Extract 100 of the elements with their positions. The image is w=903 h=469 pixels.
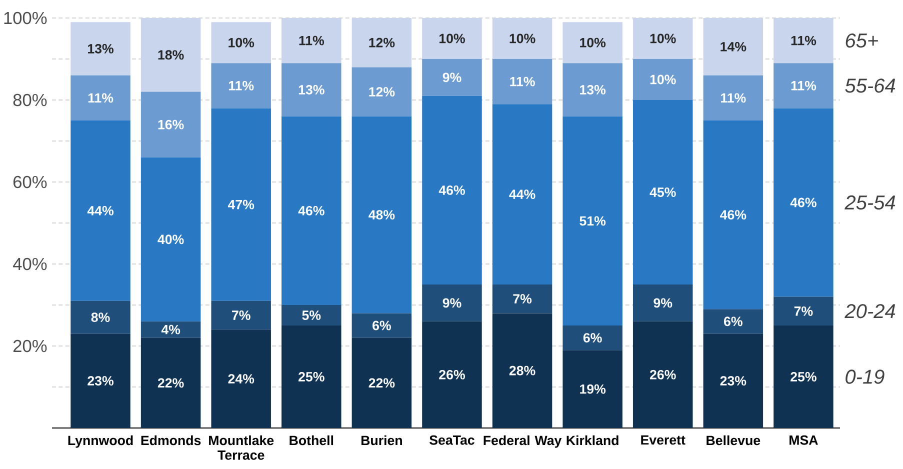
bar xyxy=(140,92,201,158)
data-label: 11% xyxy=(299,36,324,46)
bar xyxy=(632,18,693,59)
bar xyxy=(774,63,834,108)
data-label: 28% xyxy=(509,366,536,376)
data-label: 6% xyxy=(372,320,391,330)
data-label: 46% xyxy=(438,185,465,195)
x-tick-label: Federal Way xyxy=(484,435,562,448)
bar xyxy=(70,300,130,334)
bar xyxy=(211,63,271,108)
bar xyxy=(140,338,201,428)
data-label: 6% xyxy=(583,333,602,343)
data-label: 8% xyxy=(91,312,110,322)
data-label: 10% xyxy=(228,38,254,48)
bar xyxy=(422,321,482,428)
data-label: 11% xyxy=(721,93,746,103)
bar xyxy=(562,63,622,116)
series-label: 55-64 xyxy=(845,78,896,93)
series-label: 20-24 xyxy=(844,304,896,318)
x-tick-label: Bothell xyxy=(290,435,334,446)
bar xyxy=(562,350,622,428)
data-label: 7% xyxy=(513,294,532,304)
bar xyxy=(492,313,552,428)
data-label: 16% xyxy=(158,120,184,130)
bar xyxy=(632,59,693,100)
data-label: 25% xyxy=(790,372,816,382)
data-label: 23% xyxy=(88,376,114,386)
bar xyxy=(352,18,412,68)
bar xyxy=(70,334,130,428)
x-tick-label: Lynnwood xyxy=(68,435,133,448)
data-label: 4% xyxy=(161,324,180,334)
bar xyxy=(632,284,693,322)
y-tick-label: 20% xyxy=(13,340,47,352)
data-label: 44% xyxy=(87,206,114,216)
data-label: 18% xyxy=(158,50,184,60)
data-label: 47% xyxy=(228,200,254,210)
bar xyxy=(352,338,412,428)
bar xyxy=(140,157,201,322)
data-label: 13% xyxy=(88,44,114,54)
data-label: 12% xyxy=(369,38,395,48)
data-label: 22% xyxy=(158,378,184,388)
bar xyxy=(352,116,412,314)
x-tick-label: Mountlake Terrace xyxy=(209,435,274,460)
bar xyxy=(211,330,271,428)
bar xyxy=(774,296,834,326)
data-label: 26% xyxy=(439,370,465,380)
bar xyxy=(282,63,342,116)
data-label: 14% xyxy=(720,42,746,52)
bar xyxy=(422,18,482,59)
bar xyxy=(562,326,622,350)
bar xyxy=(492,18,552,59)
data-label: 7% xyxy=(232,310,250,320)
bar xyxy=(562,22,622,64)
bar xyxy=(352,67,412,116)
bar xyxy=(774,108,834,297)
bar xyxy=(774,326,834,428)
data-label: 46% xyxy=(790,198,816,208)
series-label: 65+ xyxy=(846,33,878,48)
bar xyxy=(703,334,764,428)
bar xyxy=(774,18,834,64)
data-label: 19% xyxy=(580,384,606,394)
data-label: 24% xyxy=(228,374,254,384)
bar xyxy=(422,59,482,96)
data-label: 11% xyxy=(510,76,535,86)
y-tick-label: 80% xyxy=(13,94,47,106)
bar xyxy=(211,300,271,330)
data-label: 46% xyxy=(298,206,324,216)
data-label: 11% xyxy=(791,80,816,90)
bar xyxy=(703,75,764,120)
x-tick-label: Everett xyxy=(641,435,686,445)
bar xyxy=(140,321,201,338)
data-label: 13% xyxy=(298,85,324,94)
data-label: 26% xyxy=(650,370,676,380)
bar xyxy=(282,18,342,64)
data-label: 13% xyxy=(580,85,606,94)
bar xyxy=(562,116,622,326)
data-label: 7% xyxy=(794,306,813,316)
bar xyxy=(140,18,201,92)
bar xyxy=(422,96,482,284)
x-tick-label: MSA xyxy=(790,435,818,445)
data-label: 46% xyxy=(720,210,746,220)
data-label: 23% xyxy=(720,376,746,386)
data-label: 10% xyxy=(510,34,536,44)
x-tick-label: SeaTac xyxy=(430,435,474,445)
bar xyxy=(282,326,342,428)
bar xyxy=(492,104,552,284)
bar xyxy=(492,284,552,314)
x-tick-label: Edmonds xyxy=(141,435,201,446)
data-label: 11% xyxy=(791,36,816,46)
bar xyxy=(70,22,130,76)
data-label: 51% xyxy=(580,216,606,226)
x-tick-label: Bellevue xyxy=(706,435,760,446)
bar xyxy=(282,116,342,305)
data-label: 10% xyxy=(580,38,606,48)
data-label: 44% xyxy=(509,190,536,199)
series-label: 25-54 xyxy=(844,195,896,210)
bar xyxy=(211,22,271,64)
data-label: 10% xyxy=(650,74,676,84)
data-label: 25% xyxy=(298,372,324,382)
bar xyxy=(70,75,130,120)
